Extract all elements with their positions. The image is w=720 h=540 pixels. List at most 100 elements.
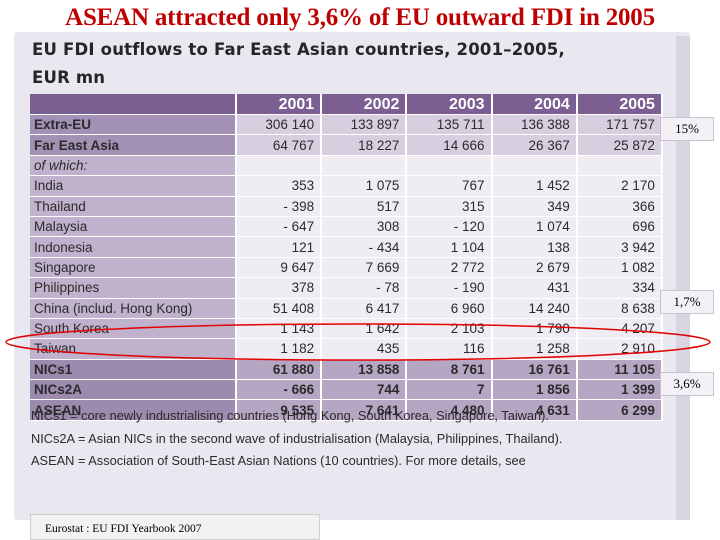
table-row: of which: (30, 155, 663, 177)
table-row: Thailand - 398 517 315 349 366 (30, 196, 663, 217)
row-label: China (includ. Hong Kong) (30, 298, 237, 319)
table-cell: 378 (236, 277, 323, 299)
table-cell: 9 647 (236, 257, 323, 279)
row-label: of which: (30, 155, 237, 177)
table-cell (491, 155, 578, 177)
table-cell: 64 767 (236, 134, 323, 156)
highlight-ellipse (5, 323, 711, 361)
row-label: Thailand (30, 196, 237, 217)
year-header: 2003 (406, 94, 493, 115)
table-cell: 25 872 (576, 134, 663, 156)
table-cell: 18 227 (321, 134, 408, 156)
row-label: Indonesia (30, 236, 237, 258)
table-cell: 135 711 (406, 114, 493, 136)
table-cell: 11 105 (576, 359, 663, 381)
table-cell: - 78 (321, 277, 408, 299)
table-cell: 366 (576, 196, 663, 217)
table-cell: 7 641 (321, 399, 408, 421)
table-cell: - 666 (236, 379, 323, 401)
table-row: China (includ. Hong Kong) 51 408 6 417 6 96… (30, 298, 663, 319)
table-cell: 3 942 (576, 236, 663, 258)
year-header: 2001 (236, 94, 323, 115)
table-cell: - 120 (406, 216, 493, 238)
table-cell: 435 (321, 338, 408, 360)
table-row: Malaysia - 647 308- 120 1 074 696 (30, 216, 663, 238)
table-title-line2: EUR mn (32, 68, 106, 87)
row-label: NICs2A (30, 379, 237, 401)
table-cell: 431 (491, 277, 578, 299)
table-cell: 308 (321, 216, 408, 238)
row-label: ASEAN (30, 399, 237, 421)
slide-title: ASEAN attracted only 3,6% of EU outward … (65, 4, 655, 31)
table-cell: 1 258 (491, 338, 578, 360)
table-cell: 9 535 (236, 399, 323, 421)
table-row: ASEAN 9 535 7 641 4 480 4 631 6 299 (30, 399, 663, 421)
table-cell: 1 790 (491, 318, 578, 340)
row-label: Taiwan (30, 338, 237, 360)
fdi-table: 2001 2002 2003 2004 2005 Extra-EU 306 140… (30, 94, 663, 421)
table-cell: 8 761 (406, 359, 493, 381)
callout-asean: 3,6% (660, 372, 714, 396)
table-cell: 517 (321, 196, 408, 217)
table-row: Indonesia 121- 434 1 104 138 3 942 (30, 236, 663, 258)
table-cell: 8 638 (576, 298, 663, 319)
table-cell: 349 (491, 196, 578, 217)
panel-shade (676, 36, 690, 520)
table-cell: - 190 (406, 277, 493, 299)
row-label: Singapore (30, 257, 237, 279)
header-corner (30, 94, 237, 115)
table-cell: 16 761 (491, 359, 578, 381)
table-cell: 26 367 (491, 134, 578, 156)
table-row: Taiwan 1 182 435 116 1 258 2 910 (30, 338, 663, 360)
table-cell (321, 155, 408, 177)
table-cell: 13 858 (321, 359, 408, 381)
table-cell: 7 (406, 379, 493, 401)
row-label: Far East Asia (30, 134, 237, 156)
table-cell: 136 388 (491, 114, 578, 136)
row-label: Malaysia (30, 216, 237, 238)
table-cell: 121 (236, 236, 323, 258)
table-row: NICs2A - 666 744 7 1 856 1 399 (30, 379, 663, 401)
table-cell: 1 452 (491, 175, 578, 197)
table-cell (236, 155, 323, 177)
table-cell (576, 155, 663, 177)
table-cell: 306 140 (236, 114, 323, 136)
table-cell: 1 182 (236, 338, 323, 360)
footnotes: NICs1 = core newly industrialising count… (31, 405, 663, 473)
table-cell: 51 408 (236, 298, 323, 319)
table-cell: 171 757 (576, 114, 663, 136)
row-label: Philippines (30, 277, 237, 299)
table-cell: 334 (576, 277, 663, 299)
table-cell: 6 417 (321, 298, 408, 319)
footnote: NICs2A = Asian NICs in the second wave o… (31, 430, 563, 446)
table-cell: 1 075 (321, 175, 408, 197)
table-cell: 4 207 (576, 318, 663, 340)
table-cell: 138 (491, 236, 578, 258)
table-cell: 4 631 (491, 399, 578, 421)
table-cell (406, 155, 493, 177)
row-label: NICs1 (30, 359, 237, 381)
table-cell: 133 897 (321, 114, 408, 136)
year-header: 2004 (491, 94, 578, 115)
table-cell: 7 669 (321, 257, 408, 279)
table-row: NICs1 61 880 13 858 8 761 16 761 11 105 (30, 359, 663, 381)
table-cell: 353 (236, 175, 323, 197)
table-cell: 116 (406, 338, 493, 360)
row-label: India (30, 175, 237, 197)
callout-extra-eu: 15% (660, 117, 714, 141)
table-cell: 14 666 (406, 134, 493, 156)
table-row: Singapore 9 647 7 669 2 772 2 679 1 082 (30, 257, 663, 279)
table-cell: 2 772 (406, 257, 493, 279)
table-row: Philippines 378- 78- 190 431 334 (30, 277, 663, 299)
table-cell: 6 299 (576, 399, 663, 421)
row-label: Extra-EU (30, 114, 237, 136)
year-header: 2005 (576, 94, 663, 115)
year-header: 2002 (321, 94, 408, 115)
table-cell: 744 (321, 379, 408, 401)
callout-china: 1,7% (660, 290, 714, 314)
table-row: India 353 1 075 767 1 452 2 170 (30, 175, 663, 197)
table-row: Extra-EU 306 140 133 897 135 711 136 388 171 … (30, 114, 663, 136)
table-cell: 4 480 (406, 399, 493, 421)
table-title-line1: EU FDI outflows to Far East Asian countr… (32, 40, 565, 59)
